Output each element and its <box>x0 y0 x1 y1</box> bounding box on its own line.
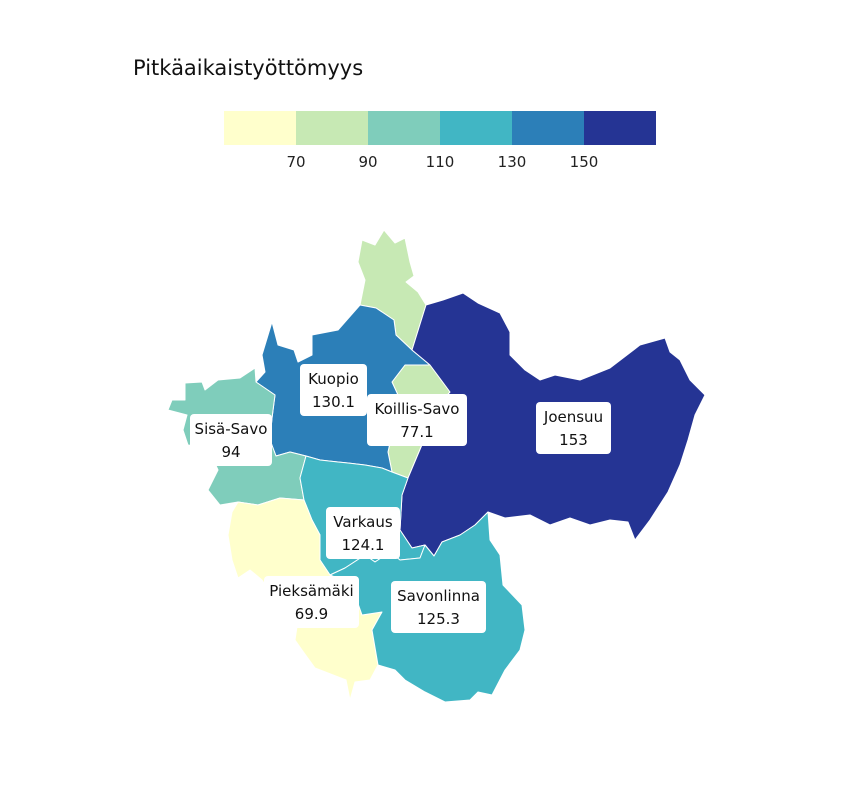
region-value-label: 77.1 <box>400 423 433 441</box>
legend-swatch <box>224 111 296 145</box>
region-name-label: Koillis-Savo <box>375 400 460 418</box>
region-name-label: Savonlinna <box>397 587 480 605</box>
legend-tick: 90 <box>358 153 378 171</box>
legend-tick: 110 <box>425 153 455 171</box>
label-savonlinna: Savonlinna 125.3 <box>391 581 486 633</box>
region-name-label: Pieksämäki <box>269 582 353 600</box>
label-sisa-savo: Sisä-Savo 94 <box>190 414 272 466</box>
label-box <box>326 507 400 559</box>
region-value-label: 94 <box>221 443 240 461</box>
label-box <box>391 581 486 633</box>
legend-swatch <box>440 111 512 145</box>
legend-swatch <box>584 111 656 145</box>
region-value-label: 153 <box>559 431 588 449</box>
region-value-label: 124.1 <box>342 536 385 554</box>
label-pieksamaki: Pieksämäki 69.9 <box>264 576 359 628</box>
label-box <box>367 394 467 446</box>
label-box <box>264 576 359 628</box>
region-name-label: Sisä-Savo <box>195 420 268 438</box>
region-value-label: 125.3 <box>417 610 460 628</box>
legend-tick: 130 <box>497 153 527 171</box>
region-value-label: 69.9 <box>295 605 328 623</box>
region-koillis-savo[interactable] <box>357 229 427 351</box>
legend-swatch <box>296 111 368 145</box>
label-kuopio: Kuopio 130.1 <box>300 364 367 416</box>
region-name-label: Kuopio <box>308 370 359 388</box>
legend-swatch <box>368 111 440 145</box>
legend-color-bar <box>224 111 656 145</box>
label-varkaus: Varkaus 124.1 <box>326 507 400 559</box>
region-value-label: 130.1 <box>312 393 355 411</box>
legend-swatch <box>512 111 584 145</box>
legend-tick: 70 <box>286 153 306 171</box>
map-title: Pitkäaikaistyöttömyys <box>133 56 364 80</box>
label-koillis-savo: Koillis-Savo 77.1 <box>367 394 467 446</box>
label-box <box>190 414 272 466</box>
color-legend: 70 90 110 130 150 <box>224 111 656 171</box>
legend-tick: 150 <box>569 153 599 171</box>
label-joensuu: Joensuu 153 <box>536 402 611 454</box>
label-box <box>300 364 367 416</box>
region-name-label: Joensuu <box>543 408 603 426</box>
label-box <box>536 402 611 454</box>
region-name-label: Varkaus <box>333 513 393 531</box>
